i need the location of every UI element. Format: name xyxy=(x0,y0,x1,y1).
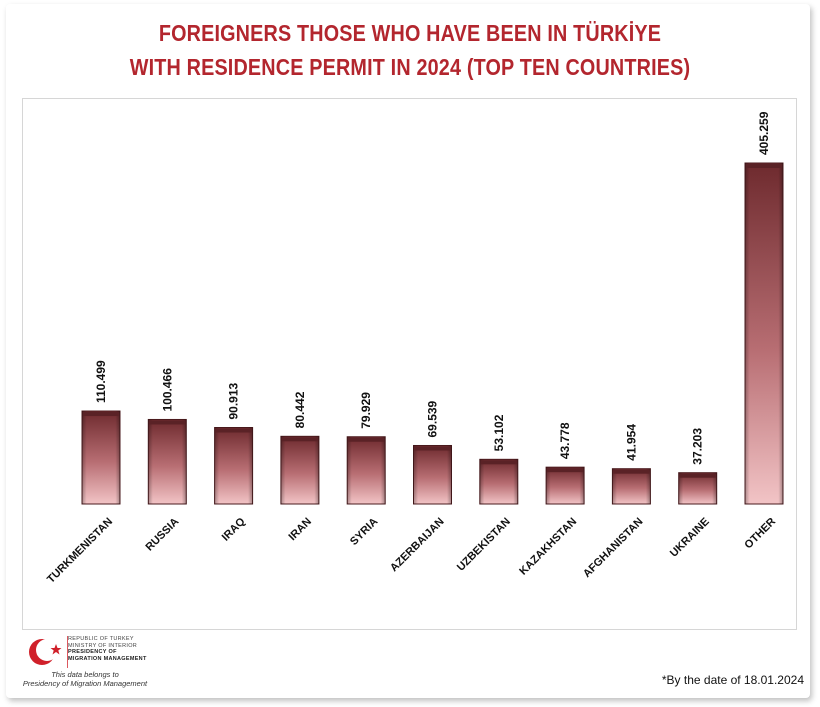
bar-cap-turkmenistan xyxy=(83,412,119,417)
bar-shade-iran xyxy=(280,436,319,504)
value-label-azerbaijan: 69.539 xyxy=(426,400,440,437)
category-label-kazakhstan: KAZAKHSTAN xyxy=(517,516,579,578)
category-label-iraq: IRAQ xyxy=(220,515,248,543)
bar-cap-azerbaijan xyxy=(414,446,451,451)
bar-shade-other xyxy=(745,163,783,504)
bar-cap-other xyxy=(746,164,782,168)
category-label-ukraine: UKRAINE xyxy=(668,516,712,560)
logo-line-3: PRESIDENCY OF xyxy=(68,649,117,655)
bar-shade-iraq xyxy=(214,427,253,504)
note-line-2: Presidency of Migration Management xyxy=(22,679,148,688)
chart-title-line-2: WITH RESIDENCE PERMIT IN 2024 (TOP TEN C… xyxy=(129,54,691,80)
logo-text: REPUBLIC OF TURKEY MINISTRY OF INTERIOR … xyxy=(68,636,147,662)
bar-shade-ukraine xyxy=(678,472,717,504)
value-label-afghanistan: 41.954 xyxy=(624,424,638,461)
date-footnote: *By the date of 18.01.2024 xyxy=(661,673,804,687)
value-label-iraq: 90.913 xyxy=(227,382,241,419)
category-label-other: OTHER xyxy=(742,516,778,552)
data-ownership-note: This data belongs to Presidency of Migra… xyxy=(10,670,160,688)
value-label-turkmenistan: 110.499 xyxy=(94,360,108,403)
value-label-iran: 80.442 xyxy=(293,391,307,428)
value-label-other: 405.259 xyxy=(757,111,771,155)
bar-shade-afghanistan xyxy=(612,468,651,504)
note-line-1: This data belongs to xyxy=(51,670,119,679)
category-label-uzbekistan: UZBEKISTAN xyxy=(455,516,513,574)
bar-cap-ukraine xyxy=(679,473,716,478)
value-label-uzbekistan: 53.102 xyxy=(492,414,506,451)
plot-area xyxy=(22,98,797,630)
bar-cap-russia xyxy=(149,420,186,425)
logo-line-1: REPUBLIC OF TURKEY xyxy=(68,636,134,642)
category-label-syria: SYRIA xyxy=(348,516,380,548)
logo-line-4: MIGRATION MANAGEMENT xyxy=(68,655,147,662)
bar-shade-uzbekistan xyxy=(479,459,518,504)
chart-title-line-1: FOREIGNERS THOSE WHO HAVE BEEN IN TÜRKİY… xyxy=(158,20,662,46)
chart-title: FOREIGNERS THOSE WHO HAVE BEEN IN TÜRKİY… xyxy=(0,16,820,84)
category-label-turkmenistan: TURKMENISTAN xyxy=(45,516,115,586)
bar-cap-uzbekistan xyxy=(480,460,517,465)
category-label-afghanistan: AFGHANISTAN xyxy=(581,516,646,581)
value-label-kazakhstan: 43.778 xyxy=(558,422,572,459)
value-label-ukraine: 37.203 xyxy=(691,428,705,465)
category-label-azerbaijan: AZERBAIJAN xyxy=(388,516,447,575)
logo-line-2: MINISTRY OF INTERIOR xyxy=(68,642,138,649)
value-label-russia: 100.466 xyxy=(160,368,174,412)
bar-cap-iraq xyxy=(215,428,252,433)
bar-cap-iran xyxy=(281,437,318,442)
crescent-star-icon xyxy=(29,636,68,668)
bar-shade-azerbaijan xyxy=(413,445,452,504)
bar-shade-russia xyxy=(148,419,187,504)
bar-cap-kazakhstan xyxy=(547,468,584,473)
bar-shade-turkmenistan xyxy=(82,411,120,504)
bar-cap-afghanistan xyxy=(613,469,650,474)
value-label-syria: 79.929 xyxy=(359,392,373,429)
bar-shade-kazakhstan xyxy=(546,467,585,504)
bar-shade-syria xyxy=(347,436,386,504)
presidency-logo: REPUBLIC OF TURKEY MINISTRY OF INTERIOR … xyxy=(10,632,160,692)
bar-cap-syria xyxy=(348,437,385,442)
category-label-iran: IRAN xyxy=(287,516,315,544)
category-label-russia: RUSSIA xyxy=(144,516,182,554)
